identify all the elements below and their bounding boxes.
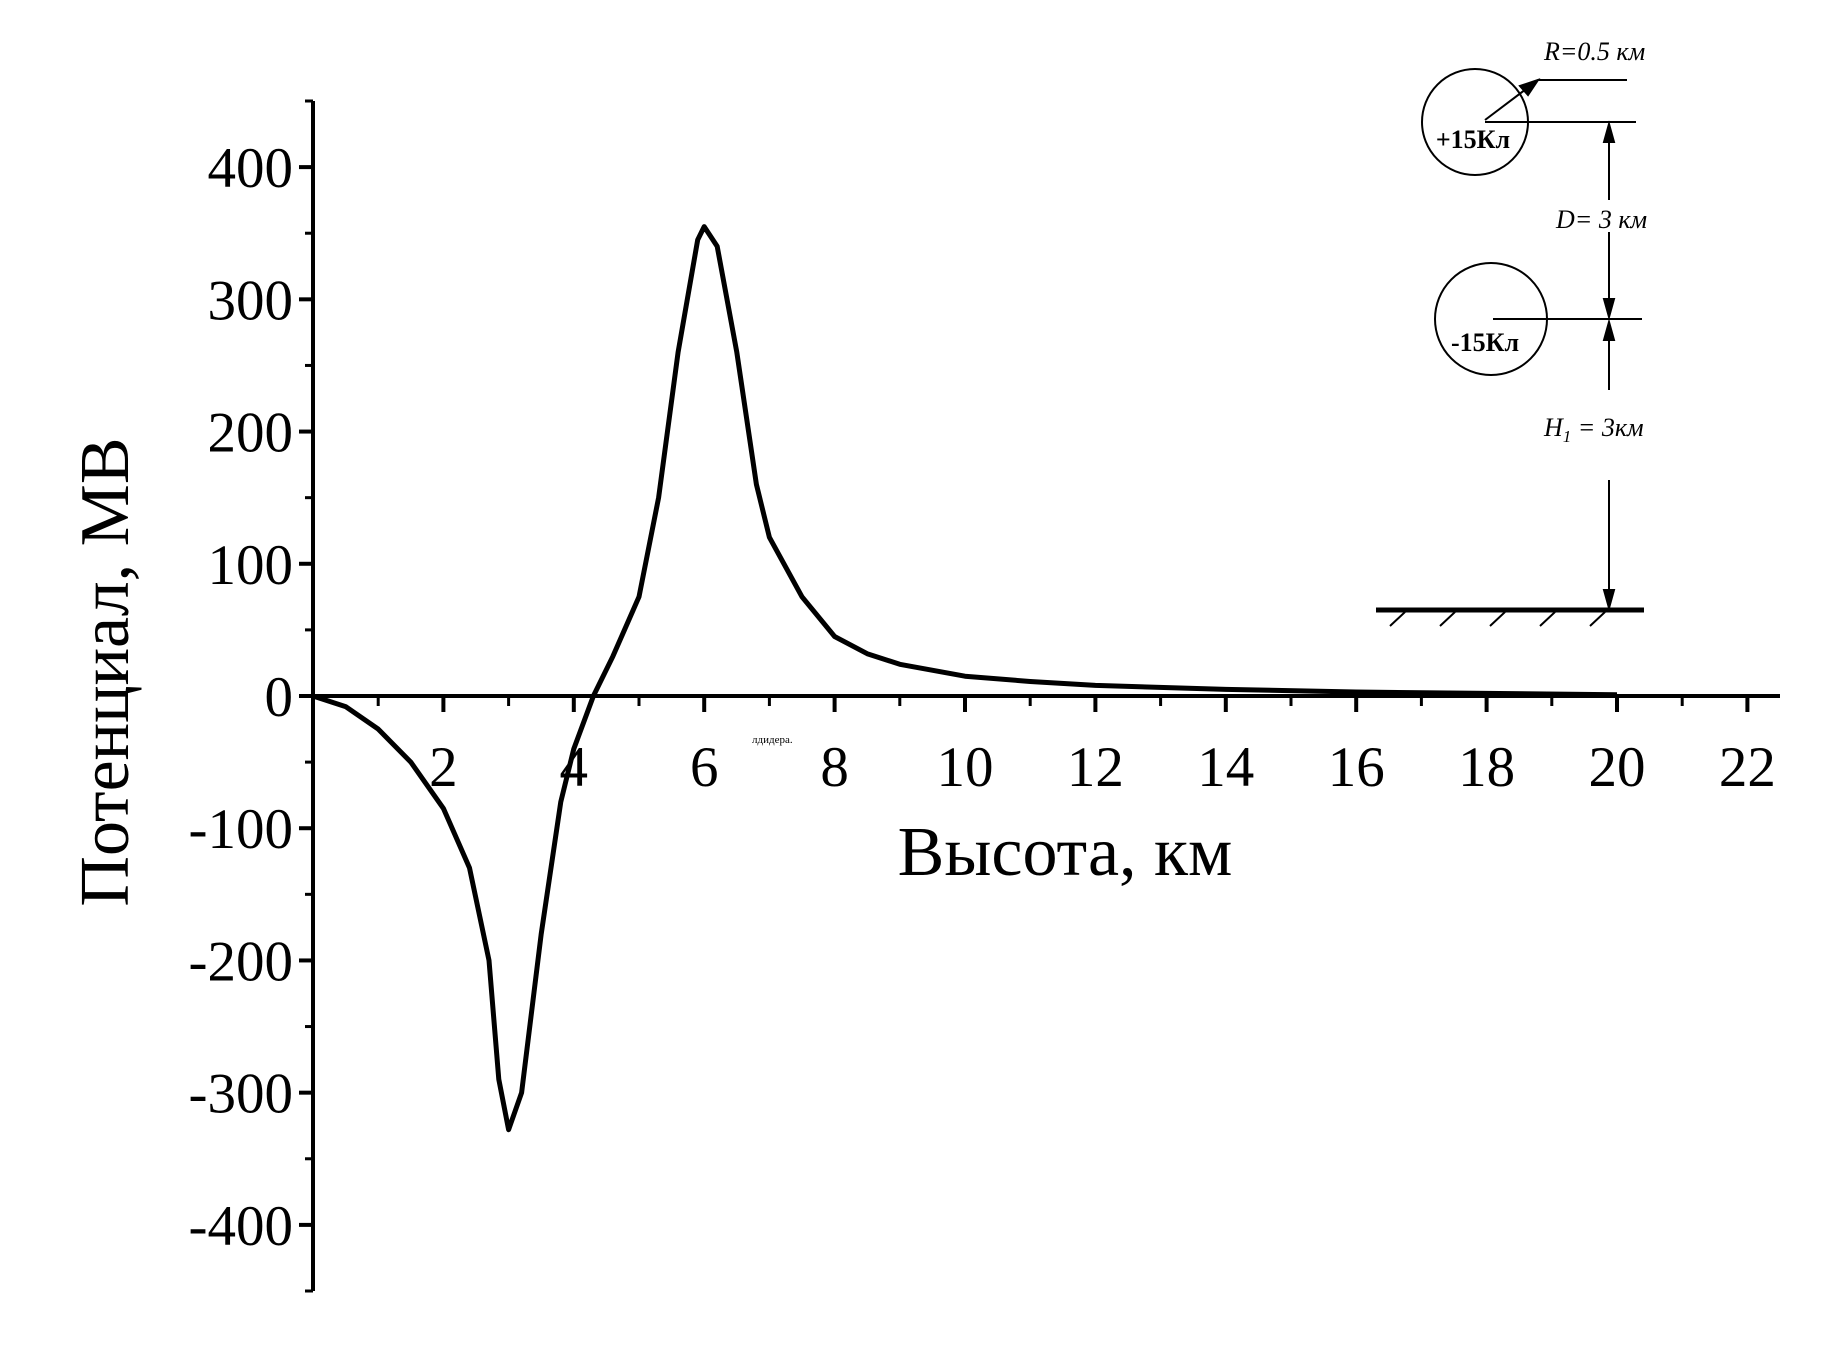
- y-tick-label: 400: [208, 137, 294, 200]
- spacing-label: D= 3 км: [1555, 205, 1647, 234]
- x-tick-label: 2: [429, 736, 458, 799]
- charge-label: +15Кл: [1436, 125, 1510, 154]
- y-tick-label: -400: [189, 1195, 293, 1258]
- arrow-head: [1602, 298, 1616, 321]
- inset-diagram: [1376, 68, 1644, 627]
- x-tick-label: 20: [1589, 736, 1646, 799]
- x-axis-label: Высота, км: [898, 814, 1233, 891]
- height-symbol: H: [1543, 413, 1564, 442]
- charge-label: -15Кл: [1451, 328, 1519, 357]
- curve: [312, 224, 1618, 1133]
- y-tick-label: -300: [189, 1063, 293, 1126]
- arrow-head: [1602, 120, 1616, 143]
- y-axis-label: Потенциал, МВ: [67, 437, 144, 906]
- height-value: = 3км: [1571, 413, 1643, 442]
- y-tick-label: 200: [208, 402, 294, 465]
- x-tick-label: 12: [1067, 736, 1124, 799]
- x-tick-label: 22: [1719, 736, 1776, 799]
- ground-hatch: [1389, 611, 1606, 627]
- x-tick-label: 6: [690, 736, 719, 799]
- x-tick-label: 10: [937, 736, 994, 799]
- x-tick-label: 14: [1197, 736, 1254, 799]
- y-tick-label: -200: [189, 930, 293, 993]
- x-tick-label: 18: [1458, 736, 1515, 799]
- y-tick-label: 0: [265, 666, 294, 729]
- note: лдидера.: [752, 734, 793, 746]
- y-tick-label: 100: [208, 534, 294, 597]
- arrow-head: [1602, 318, 1616, 341]
- radius-label: R=0.5 км: [1543, 37, 1645, 66]
- arrow-head: [1602, 589, 1616, 612]
- height-label: H1 = 3км: [1543, 413, 1644, 446]
- x-tick-label: 16: [1328, 736, 1385, 799]
- height-index: 1: [1563, 427, 1572, 446]
- arrow-head: [1518, 78, 1541, 97]
- y-tick-label: 300: [208, 269, 294, 332]
- y-tick-label: -100: [189, 798, 293, 861]
- x-tick-label: 8: [820, 736, 849, 799]
